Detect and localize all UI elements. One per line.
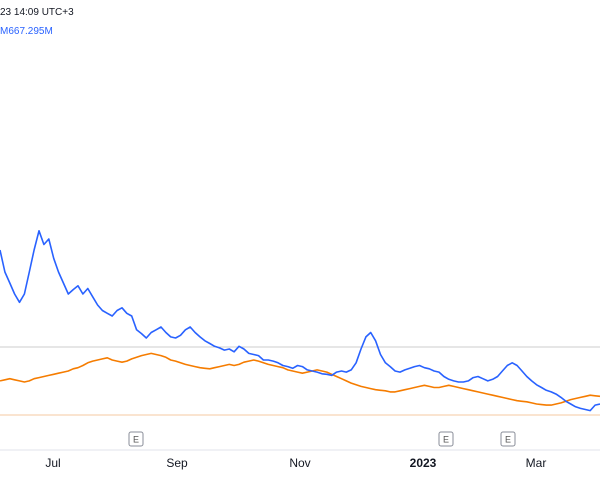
x-tick-jul: Jul bbox=[45, 456, 60, 470]
x-tick-nov: Nov bbox=[289, 456, 310, 470]
earnings-marker-label: E bbox=[443, 435, 449, 445]
earnings-marker[interactable]: E bbox=[500, 431, 516, 447]
series-main-line bbox=[0, 230, 600, 412]
x-tick-2023: 2023 bbox=[410, 456, 437, 470]
series-average-line bbox=[0, 352, 600, 406]
earnings-markers: E E E bbox=[128, 431, 516, 447]
x-tick-sep: Sep bbox=[166, 456, 188, 470]
x-axis: Jul Sep Nov 2023 Mar bbox=[45, 456, 546, 470]
earnings-marker[interactable]: E bbox=[128, 431, 144, 447]
earnings-marker[interactable]: E bbox=[438, 431, 454, 447]
timestamp-label: 23 14:09 UTC+3 bbox=[0, 7, 74, 18]
earnings-marker-label: E bbox=[133, 435, 139, 445]
x-tick-mar: Mar bbox=[526, 456, 547, 470]
earnings-marker-label: E bbox=[505, 435, 511, 445]
volume-readout: M667.295M bbox=[0, 26, 53, 37]
